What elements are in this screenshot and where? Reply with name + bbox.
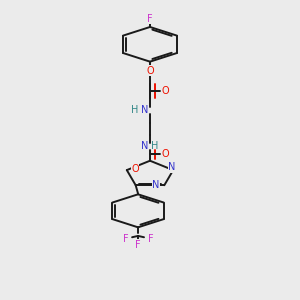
Text: O: O xyxy=(146,66,154,76)
Text: N: N xyxy=(152,180,160,190)
Text: F: F xyxy=(123,234,128,244)
Text: H: H xyxy=(152,141,159,151)
Text: O: O xyxy=(162,86,169,96)
Text: N: N xyxy=(168,162,176,172)
Text: N: N xyxy=(141,105,148,115)
Text: F: F xyxy=(147,14,153,24)
Text: N: N xyxy=(141,141,148,151)
Text: O: O xyxy=(131,164,139,174)
Text: F: F xyxy=(135,239,141,250)
Text: O: O xyxy=(162,149,169,159)
Text: H: H xyxy=(131,105,138,115)
Text: F: F xyxy=(148,234,153,244)
